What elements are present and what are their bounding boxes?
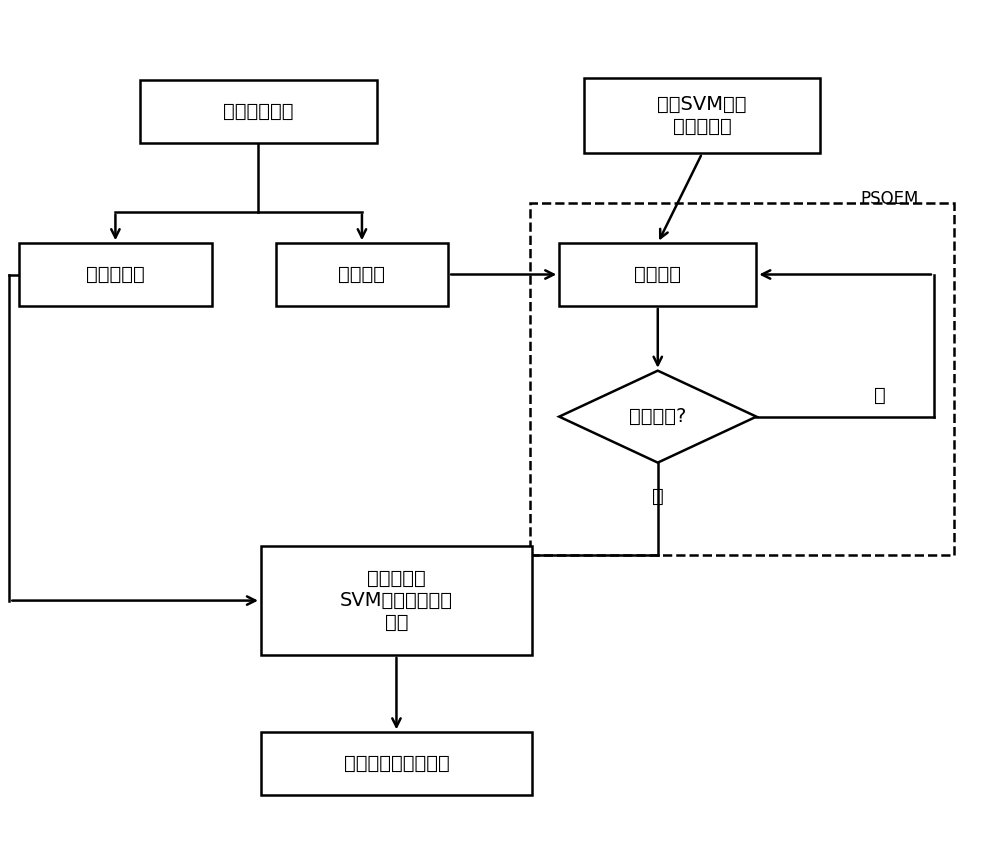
Text: 检测结果，损伤等级: 检测结果，损伤等级 — [344, 754, 449, 774]
Text: PSOEM: PSOEM — [860, 190, 919, 207]
FancyBboxPatch shape — [140, 80, 377, 143]
Text: 训练样本: 训练样本 — [338, 265, 385, 284]
Bar — [530, 203, 954, 554]
Text: 建立SVM多类
故障分类器: 建立SVM多类 故障分类器 — [657, 95, 747, 136]
FancyBboxPatch shape — [584, 78, 820, 153]
Polygon shape — [559, 371, 756, 462]
Text: 是: 是 — [652, 486, 664, 506]
FancyBboxPatch shape — [276, 243, 448, 306]
FancyBboxPatch shape — [559, 243, 756, 306]
FancyBboxPatch shape — [19, 243, 212, 306]
Text: 参数优化: 参数优化 — [634, 265, 681, 284]
Text: 特征向量样本: 特征向量样本 — [223, 102, 294, 121]
Text: 否: 否 — [874, 386, 886, 405]
Text: 训练完成的
SVM多类故障检测
模型: 训练完成的 SVM多类故障检测 模型 — [340, 570, 453, 632]
FancyBboxPatch shape — [261, 732, 532, 795]
Text: 待检测样本: 待检测样本 — [86, 265, 145, 284]
FancyBboxPatch shape — [261, 547, 532, 655]
Text: 迭代终止?: 迭代终止? — [629, 407, 686, 426]
